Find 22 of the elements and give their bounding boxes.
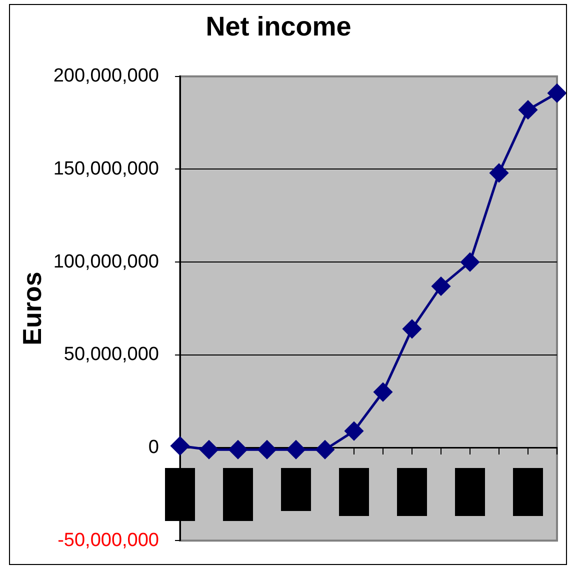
point [200,440,218,459]
y-tick-label: 100,000,000 [53,251,159,272]
point [228,440,248,459]
y-tick-label: 0 [148,436,159,458]
point [344,422,364,440]
point [316,440,334,459]
y-tick-label: 150,000,000 [53,158,159,180]
point [170,436,190,456]
point [402,320,422,338]
point [374,382,392,402]
point [490,164,508,182]
y-tick-label: -50,000,000 [58,530,159,551]
point [518,100,538,120]
point [286,440,306,459]
y-axis-title: Euros [16,272,47,346]
point [432,276,450,296]
chart-title: Net income [206,12,352,42]
y-tick-label: 200,000,000 [53,66,159,87]
point [258,440,276,459]
point [460,252,480,272]
point [548,84,566,102]
y-tick-label: 50,000,000 [64,344,159,366]
